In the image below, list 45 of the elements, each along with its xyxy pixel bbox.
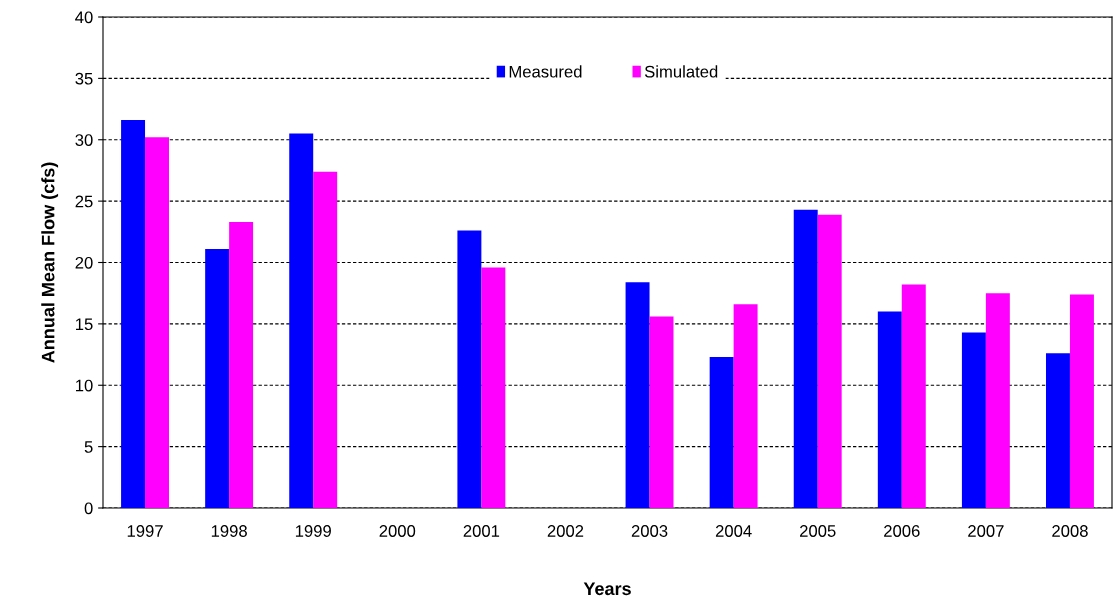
x-tick-label: 2000 (379, 525, 416, 537)
bar (817, 214, 842, 508)
bar (1045, 353, 1070, 508)
y-tick-label: 35 (75, 72, 93, 85)
x-tick-label: 1998 (211, 525, 247, 537)
bar (313, 171, 338, 508)
x-tick-label: 1999 (295, 525, 331, 537)
bar (961, 332, 986, 508)
bar (289, 133, 314, 508)
x-tick-label: 2001 (463, 525, 500, 537)
bar (481, 267, 506, 508)
y-tick-label: 10 (76, 379, 93, 392)
x-tick-label: 1997 (127, 525, 163, 537)
bar (877, 311, 902, 508)
legend-label: Measured (509, 65, 582, 78)
x-axis-title: Years (583, 582, 631, 596)
legend-label: Simulated (644, 65, 718, 78)
bar (985, 293, 1010, 508)
bar (709, 357, 734, 508)
bar (733, 304, 758, 508)
x-tick-label: 2005 (800, 525, 836, 537)
x-tick-label: 2002 (547, 525, 584, 537)
bar (229, 221, 254, 508)
bar (1069, 294, 1094, 508)
bar (793, 209, 818, 508)
x-tick-label: 2007 (968, 525, 1004, 537)
bar (901, 284, 926, 508)
y-tick-label: 40 (75, 11, 93, 24)
y-tick-label: 5 (84, 441, 93, 453)
bar (205, 249, 230, 508)
y-axis-title: Annual Mean Flow (cfs) (41, 162, 59, 363)
bar (649, 316, 674, 508)
y-tick-label: 15 (76, 318, 93, 331)
y-tick-label: 0 (84, 502, 93, 515)
bar (625, 282, 650, 508)
y-tick-label: 30 (75, 134, 93, 146)
bar (145, 137, 170, 508)
x-tick-label: 2004 (715, 525, 752, 537)
x-tick-label: 2003 (631, 525, 668, 537)
y-tick-label: 25 (75, 195, 93, 208)
bar (457, 230, 482, 508)
y-tick-label: 20 (75, 256, 93, 269)
bar (121, 120, 146, 508)
x-tick-label: 2008 (1052, 525, 1088, 537)
x-tick-label: 2006 (884, 525, 920, 537)
